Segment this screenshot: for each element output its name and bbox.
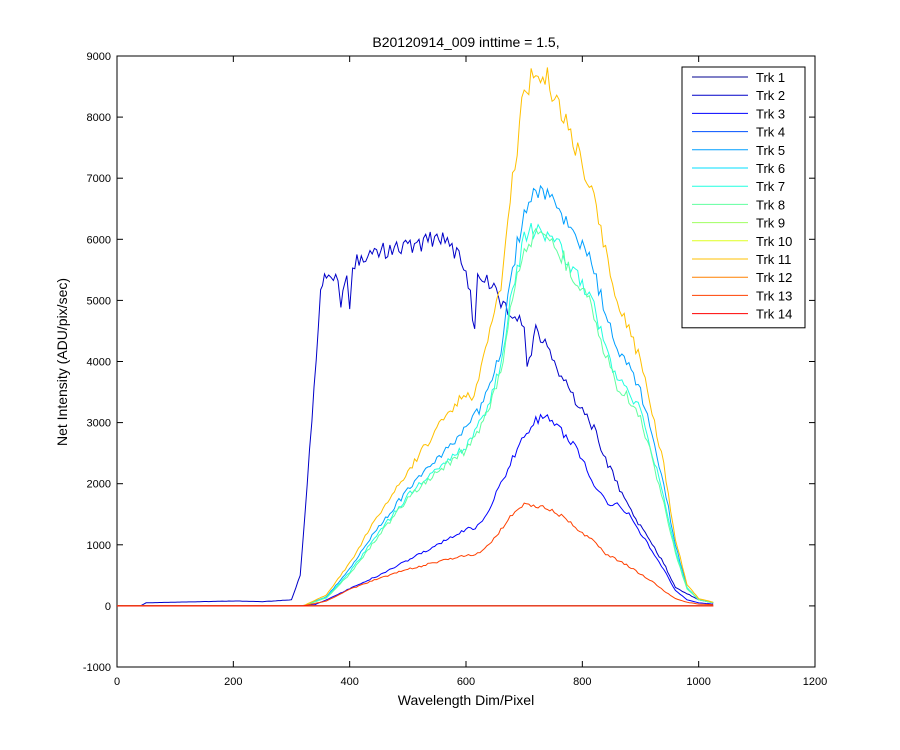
y-tick-label: 1000	[87, 540, 111, 552]
legend-entry: Trk 5	[756, 143, 785, 158]
legend-entry: Trk 3	[756, 106, 785, 121]
series-line-trk-2	[117, 231, 714, 607]
y-axis-label: Net Intensity (ADU/pix/sec)	[54, 278, 70, 446]
legend-entry: Trk 8	[756, 197, 785, 212]
x-tick-label: 0	[114, 676, 120, 688]
legend-entry: Trk 12	[756, 270, 792, 285]
legend-entry: Trk 6	[756, 161, 785, 176]
legend-entry: Trk 7	[756, 179, 785, 194]
legend-entry: Trk 14	[756, 307, 792, 322]
legend-entry: Trk 11	[756, 252, 791, 267]
y-tick-label: 4000	[87, 357, 111, 369]
legend-entry: Trk 9	[756, 216, 785, 231]
chart-title: B20120914_009 inttime = 1.5,	[372, 34, 559, 50]
x-tick-label: 600	[457, 676, 475, 688]
y-tick-label: 0	[105, 601, 111, 613]
x-tick-label: 1200	[803, 676, 827, 688]
x-tick-label: 800	[573, 676, 591, 688]
legend-entry: Trk 10	[756, 234, 792, 249]
y-tick-label: 5000	[87, 295, 111, 307]
y-tick-label: 6000	[87, 234, 111, 246]
legend-entry: Trk 1	[756, 70, 785, 85]
x-tick-label: 1000	[686, 676, 710, 688]
legend-entry: Trk 2	[756, 88, 785, 103]
y-tick-label: 7000	[87, 173, 111, 185]
axis-ticks: 0 200 400 600 800 1000 1200-100001000200030004…	[83, 51, 827, 688]
legend: Trk 1 Trk 2 Trk 3 Trk 4 Trk 5 Trk 6 Trk 7 Trk 8…	[681, 66, 806, 329]
y-tick-label: -1000	[83, 662, 111, 674]
legend-entry: Trk 13	[756, 288, 792, 303]
legend-box	[681, 66, 806, 329]
legend-entry: Trk 4	[756, 125, 785, 140]
y-tick-label: 9000	[87, 51, 111, 63]
x-axis-label: Wavelength Dim/Pixel	[398, 692, 534, 708]
x-tick-label: 200	[224, 676, 242, 688]
y-tick-label: 2000	[87, 479, 111, 491]
y-tick-label: 3000	[87, 418, 111, 430]
y-tick-label: 8000	[87, 112, 111, 124]
series-group	[117, 67, 714, 607]
x-tick-label: 400	[340, 676, 358, 688]
